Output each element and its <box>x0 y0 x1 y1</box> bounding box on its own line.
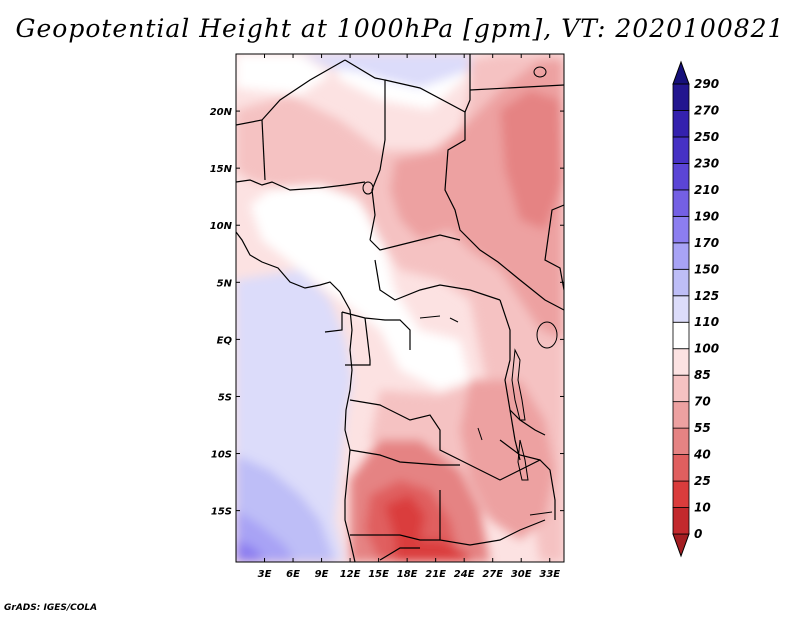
colorbar-bin <box>672 268 690 297</box>
colorbar-label: 25 <box>694 474 711 488</box>
colorbar-label: 210 <box>694 183 719 197</box>
colorbar-bin <box>672 374 690 403</box>
y-tick-label: 5N <box>217 278 233 289</box>
x-tick-label: 6E <box>286 569 300 580</box>
colorbar-bin <box>672 163 690 191</box>
colorbar-label: 270 <box>694 103 719 117</box>
x-tick-label: 24E <box>454 569 475 580</box>
y-tick-label: 20N <box>210 107 233 118</box>
colorbar-label: 55 <box>694 421 711 435</box>
colorbar-label: 70 <box>694 395 711 409</box>
colorbar-label: 125 <box>694 289 719 303</box>
y-tick-label: 15S <box>211 507 232 518</box>
colorbar-bin <box>672 401 690 429</box>
lakes <box>362 66 558 516</box>
political-boundaries <box>236 54 564 562</box>
x-axis: 3E 6E 9E 12E 15E 18E 21E 24E 27E 30E 33E <box>258 54 560 580</box>
colorbar-bin <box>672 215 690 244</box>
colorbar-label: 40 <box>693 448 711 462</box>
plot-frame <box>235 53 565 563</box>
y-tick-label: 5S <box>218 392 232 403</box>
colorbar-max-arrow <box>672 60 690 85</box>
colorbar-label: 100 <box>694 342 719 356</box>
colorbar: 0 10 25 40 55 70 85 100 110 125 150 170 190 210 230 250… <box>672 60 719 558</box>
colorbar-label: 170 <box>694 236 719 250</box>
x-tick-label: 15E <box>368 569 389 580</box>
colorbar-bin <box>672 454 690 482</box>
colorbar-label: 85 <box>694 368 711 382</box>
colorbar-bin <box>672 136 690 164</box>
x-tick-label: 30E <box>511 569 532 580</box>
colorbar-label: 250 <box>694 130 719 144</box>
colorbar-bin <box>672 348 690 376</box>
x-tick-label: 33E <box>539 569 560 580</box>
colorbar-label: 190 <box>694 209 719 223</box>
colorbar-bin <box>672 295 690 323</box>
y-tick-label: 15N <box>210 164 233 175</box>
colorbar-label: 10 <box>694 501 711 515</box>
colorbar-bin <box>672 427 690 455</box>
x-tick-label: 3E <box>258 569 272 580</box>
colorbar-bin <box>672 507 690 535</box>
geopotential-field <box>236 54 564 562</box>
x-tick-label: 9E <box>315 569 329 580</box>
x-tick-label: 27E <box>482 569 503 580</box>
colorbar-bin <box>672 110 690 138</box>
x-tick-label: 21E <box>425 569 446 580</box>
colorbar-label: 230 <box>694 156 719 170</box>
x-tick-label: 18E <box>397 569 418 580</box>
colorbar-bin <box>672 321 690 350</box>
colorbar-label: 110 <box>694 315 719 329</box>
x-tick-label: 12E <box>340 569 361 580</box>
colorbar-label: 290 <box>694 77 719 91</box>
y-tick-label: EQ <box>217 335 233 346</box>
colorbar-bin <box>672 83 690 111</box>
y-tick-label: 10S <box>211 450 232 461</box>
y-axis: 20N 15N 10N 5N EQ 5S 10S 15S <box>210 107 564 518</box>
colorbar-bin <box>672 480 690 508</box>
colorbar-bin <box>672 189 690 217</box>
colorbar-label: 0 <box>694 527 702 541</box>
colorbar-min-arrow <box>672 533 690 558</box>
colorbar-bin <box>672 242 690 270</box>
chart-title: Geopotential Height at 1000hPa [gpm], VT… <box>15 14 785 43</box>
colorbar-label: 150 <box>694 262 719 276</box>
y-tick-label: 10N <box>210 221 233 232</box>
footer-credit: GrADS: IGES/COLA <box>4 603 98 613</box>
